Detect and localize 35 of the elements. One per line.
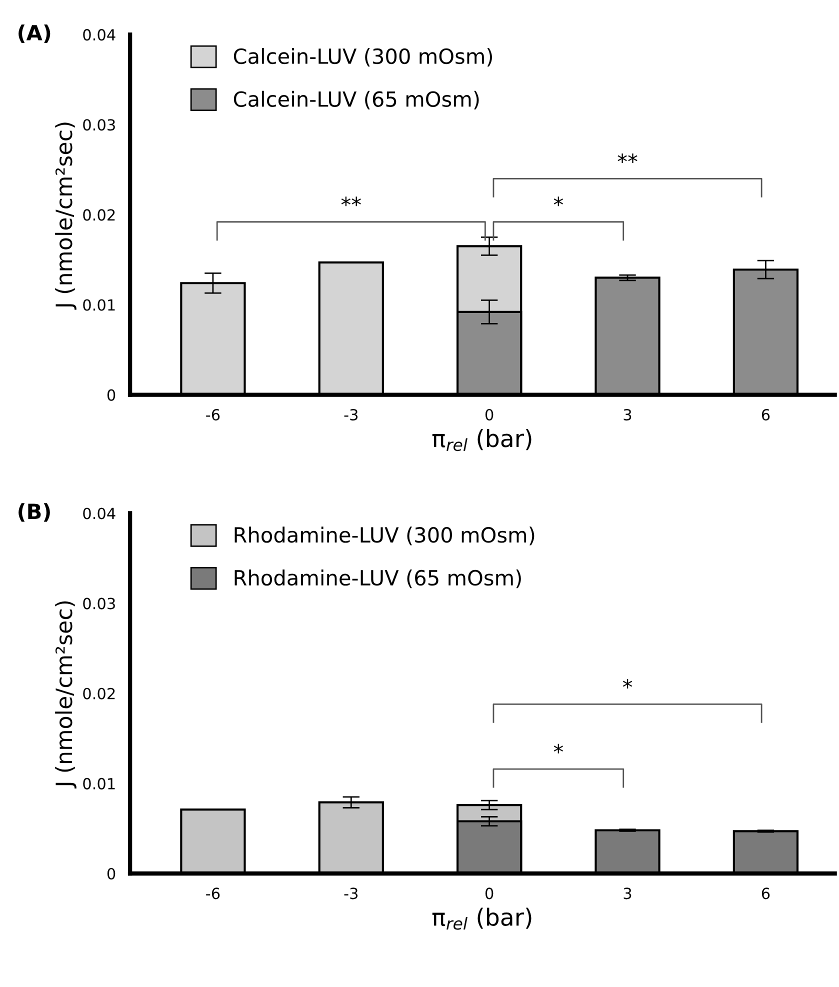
annotation: **	[618, 153, 638, 163]
y-tick-label: 0.04	[83, 29, 116, 41]
x-tick-label: -3	[344, 408, 358, 421]
chart-title: (A)	[18, 24, 50, 44]
x-tick-label: 6	[762, 888, 770, 900]
annotation: *	[622, 678, 632, 688]
x-tick-label: 3	[624, 408, 632, 421]
legend-label: Rhodamine-LUV (300 mOsm)	[234, 526, 534, 546]
y-tick-label: 0.02	[83, 688, 115, 700]
y-tick-label: 0.03	[83, 119, 115, 131]
legend-label: Rhodamine-LUV (65 mOsm)	[234, 570, 521, 588]
x-tick-label: -3	[344, 888, 358, 900]
y-axis-title: J (nmole/cm²sec)	[55, 601, 76, 788]
annotation: **	[341, 196, 361, 206]
legend-label: Calcein-LUV (65 mOsm)	[234, 90, 479, 110]
x-tick-label: -6	[206, 408, 220, 421]
y-tick-label: 0.02	[83, 209, 115, 221]
y-tick-label: 0.01	[83, 778, 115, 790]
y-axis-title: J (nmole/cm²sec)	[55, 122, 76, 310]
y-tick-label: 0.04	[83, 508, 116, 520]
x-tick-label: 0	[485, 408, 494, 421]
x-axis-title: π$_{rel}$ (bar)	[432, 908, 532, 930]
x-tick-label: 0	[485, 888, 494, 900]
x-tick-label: 3	[624, 888, 632, 900]
annotation: *	[554, 744, 564, 754]
y-tick-label: 0	[107, 389, 116, 401]
x-axis-title: π$_{rel}$ (bar)	[432, 429, 532, 452]
legend-label: Calcein-LUV (300 mOsm)	[234, 48, 492, 67]
y-tick-label: 0	[107, 868, 116, 880]
chart-title: (B)	[18, 503, 50, 522]
y-tick-label: 0.01	[83, 299, 115, 311]
x-tick-label: -6	[206, 888, 220, 900]
y-tick-label: 0.03	[83, 598, 115, 610]
annotation: *	[554, 196, 564, 206]
x-tick-label: 6	[762, 408, 770, 421]
